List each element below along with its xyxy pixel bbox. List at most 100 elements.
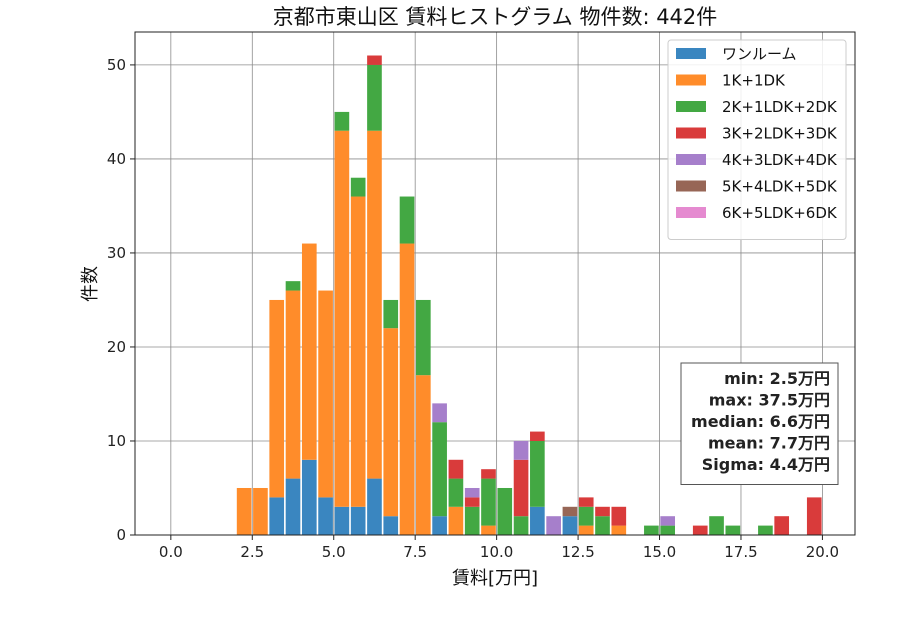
bar-segment [367, 64, 382, 131]
y-tick-label: 0 [116, 526, 126, 544]
bar-segment [481, 525, 496, 535]
bar-segment [806, 497, 822, 535]
bar-segment [562, 506, 578, 517]
bar-segment [285, 478, 301, 535]
legend-frame [667, 39, 847, 240]
bar-segment [595, 506, 610, 517]
bar-segment [464, 487, 480, 498]
stats-line: Sigma: 4.4万円 [702, 455, 830, 474]
bar-segment [464, 506, 480, 535]
legend-swatch [676, 48, 706, 59]
bar-segment [367, 55, 382, 65]
x-tick-label: 10.0 [480, 543, 513, 561]
legend-entry-label: 5K+4LDK+5DK [722, 178, 838, 196]
bar-segment [301, 459, 317, 535]
bar-segment [350, 196, 366, 507]
bar-segment [383, 516, 399, 535]
bar-segment [383, 299, 399, 329]
bar-segment [513, 440, 529, 460]
bar-segment [415, 375, 431, 535]
bar-segment [415, 299, 431, 376]
bar-segment [530, 506, 545, 535]
bar-segment [318, 290, 333, 498]
bar-segment [383, 328, 399, 517]
legend-swatch [676, 207, 706, 218]
bars-layer [236, 55, 822, 535]
ticks-layer: 0.0 2.5 5.0 7.5 10.0 12.5 15.0 17.5 20.0 0 10 20 30 4… [107, 56, 839, 561]
legend-swatch [676, 127, 706, 139]
bar-segment [350, 177, 366, 197]
bar-segment [497, 487, 513, 535]
bar-segment [692, 525, 708, 535]
plot-frame [134, 31, 856, 536]
bar-segment [530, 431, 545, 441]
x-tick-label: 20.0 [806, 543, 839, 561]
stats-line: mean: 7.7万円 [708, 434, 830, 453]
bar-segment [578, 525, 594, 535]
legend-entry-label: 2K+1LDK+2DK [722, 98, 838, 116]
bar-segment [481, 469, 496, 479]
bar-segment [448, 506, 464, 535]
legend: ワンルーム 1K+1DK 2K+1LDK+2DK 3K+2LDK+3DK 4K+3LDK… [667, 39, 847, 240]
bar-segment [269, 299, 285, 498]
x-tick-label: 12.5 [561, 543, 594, 561]
legend-entry-label: 1K+1DK [722, 72, 786, 90]
y-tick-label: 30 [107, 244, 126, 262]
bar-segment [399, 196, 415, 244]
bar-segment [318, 497, 333, 535]
bar-segment [432, 516, 447, 535]
stats-frame [680, 362, 839, 485]
stats-box: min: 2.5万円 max: 37.5万円 median: 6.6万円 mean: … [680, 362, 839, 485]
x-tick-label: 15.0 [643, 543, 676, 561]
x-axis-label: 賃料[万円] [452, 568, 538, 589]
bar-segment [611, 525, 627, 535]
y-tick-label: 40 [107, 150, 126, 168]
bar-segment [367, 478, 382, 535]
stats-line: median: 6.6万円 [691, 412, 830, 431]
bar-segment [367, 130, 382, 479]
bar-segment [644, 525, 659, 535]
bar-segment [578, 497, 594, 507]
bar-segment [432, 403, 447, 423]
x-tick-label: 17.5 [724, 543, 757, 561]
legend-entry-label: 6K+5LDK+6DK [722, 204, 838, 222]
bar-segment [285, 281, 301, 291]
bar-segment [432, 422, 447, 517]
bar-segment [513, 516, 529, 535]
y-tick-label: 10 [107, 432, 126, 450]
bar-segment [611, 506, 627, 526]
bar-segment [236, 487, 252, 535]
bar-segment [758, 525, 773, 535]
bar-segment [546, 516, 561, 535]
stats-line: min: 2.5万円 [724, 369, 830, 388]
bar-segment [464, 497, 480, 507]
bar-segment [530, 440, 545, 507]
legend-entry-label: ワンルーム [722, 45, 797, 63]
bar-segment [253, 487, 268, 535]
y-tick-label: 20 [107, 338, 126, 356]
legend-entry-label: 3K+2LDK+3DK [722, 125, 838, 143]
legend-entry-label: 4K+3LDK+4DK [722, 151, 838, 169]
legend-swatch [676, 154, 706, 165]
y-axis-label: 件数 [80, 266, 101, 302]
x-tick-label: 0.0 [159, 543, 183, 561]
x-tick-label: 7.5 [403, 543, 427, 561]
bar-segment [285, 290, 301, 479]
bar-segment [578, 506, 594, 526]
bar-segment [513, 459, 529, 517]
legend-swatch [676, 74, 706, 86]
y-tick-label: 50 [107, 56, 126, 74]
bar-segment [660, 525, 675, 535]
bar-segment [334, 506, 350, 535]
bar-segment [301, 243, 317, 460]
x-tick-label: 2.5 [240, 543, 264, 561]
bar-segment [269, 497, 285, 535]
bar-segment [562, 516, 578, 535]
bar-segment [399, 243, 415, 535]
legend-swatch [676, 101, 706, 112]
bar-segment [725, 525, 741, 535]
bar-segment [660, 516, 675, 526]
bar-segment [774, 516, 790, 535]
bar-segment [481, 478, 496, 526]
